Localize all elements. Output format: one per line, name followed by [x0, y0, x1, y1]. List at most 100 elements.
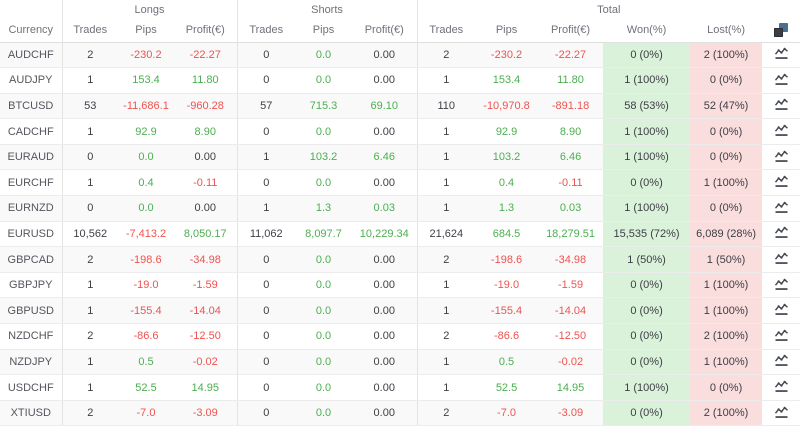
shorts-profit-cell: 10,229.34: [352, 221, 418, 248]
row-chart-button[interactable]: [774, 405, 789, 419]
total-trades-cell: 1: [417, 349, 476, 376]
row-chart-button[interactable]: [774, 277, 789, 291]
shorts-pips-cell: 0.0: [295, 169, 352, 197]
currency-cell: EURUSD: [0, 221, 63, 248]
row-chart-button[interactable]: [774, 251, 789, 265]
column-header-shorts-trades: Trades: [237, 19, 295, 43]
row-chart-button[interactable]: [774, 72, 789, 86]
currency-cell: AUDCHF: [0, 42, 63, 69]
longs-profit-cell: 8.90: [174, 118, 238, 145]
total-profit-cell: -12.50: [538, 323, 604, 350]
line-chart-icon: [774, 252, 788, 264]
longs-profit-cell: -960.28: [174, 93, 238, 120]
total-pips-cell: -10,970.8: [475, 93, 539, 120]
row-chart-button[interactable]: [774, 379, 789, 393]
total-pips-cell: 103.2: [475, 144, 539, 171]
total-trades-cell: 1: [417, 169, 476, 197]
shorts-trades-cell: 1: [237, 144, 295, 171]
lost-cell: 0 (0%): [690, 118, 763, 145]
row-chart-button[interactable]: [774, 46, 789, 60]
table-row: GBPJPY 1 -19.0 -1.59 0 0.0 0.00 1 -19.0 …: [0, 272, 800, 299]
table-row: NZDJPY 1 0.5 -0.02 0 0.0 0.00 1 0.5 -0.0…: [0, 349, 800, 376]
shorts-pips-cell: 0.0: [295, 323, 352, 350]
table-row: AUDJPY 1 153.4 11.80 0 0.0 0.00 1 153.4 …: [0, 67, 800, 94]
total-pips-cell: 52.5: [475, 374, 539, 401]
row-chart-button[interactable]: [774, 302, 789, 316]
table-row: GBPCAD 2 -198.6 -34.98 0 0.0 0.00 2 -198…: [0, 246, 800, 273]
longs-pips-cell: -7,413.2: [118, 221, 174, 248]
line-chart-icon: [774, 99, 788, 111]
shorts-profit-cell: 0.00: [352, 374, 418, 401]
row-chart-button[interactable]: [774, 328, 789, 342]
won-cell: 0 (0%): [603, 42, 691, 69]
shorts-trades-cell: 0: [237, 297, 295, 325]
table-row: GBPUSD 1 -155.4 -14.04 0 0.0 0.00 1 -155…: [0, 297, 800, 325]
shorts-pips-cell: 0.0: [295, 246, 352, 273]
shorts-trades-cell: 0: [237, 400, 295, 427]
won-cell: 0 (0%): [603, 349, 691, 376]
column-header-actions: [762, 19, 800, 43]
table-row: CADCHF 1 92.9 8.90 0 0.0 0.00 1 92.9 8.9…: [0, 118, 800, 145]
longs-trades-cell: 1: [62, 297, 118, 325]
currency-cell: XTIUSD: [0, 400, 63, 427]
won-cell: 0 (0%): [603, 297, 691, 325]
row-actions-cell: [762, 67, 800, 94]
shorts-profit-cell: 0.00: [352, 169, 418, 197]
longs-pips-cell: 0.0: [118, 144, 174, 171]
row-chart-button[interactable]: [774, 225, 789, 239]
copy-layers-icon[interactable]: [774, 23, 789, 38]
line-chart-icon: [774, 47, 788, 60]
currency-cell: EURNZD: [0, 195, 63, 222]
shorts-trades-cell: 0: [237, 323, 295, 350]
shorts-pips-cell: 0.0: [295, 42, 352, 69]
longs-profit-cell: -34.98: [174, 246, 238, 273]
line-chart-icon: [774, 329, 788, 341]
column-header-longs-profit: Profit(€): [174, 19, 238, 43]
line-chart-icon: [774, 124, 788, 136]
longs-profit-cell: 8,050.17: [174, 221, 238, 248]
column-header-lost: Lost(%): [690, 19, 763, 43]
table-row: AUDCHF 2 -230.2 -22.27 0 0.0 0.00 2 -230…: [0, 42, 800, 69]
longs-trades-cell: 10,562: [62, 221, 118, 248]
total-profit-cell: -3.09: [538, 400, 604, 427]
shorts-profit-cell: 0.00: [352, 349, 418, 376]
row-chart-button[interactable]: [774, 97, 789, 111]
total-trades-cell: 1: [417, 67, 476, 94]
total-profit-cell: 11.80: [538, 67, 604, 94]
longs-trades-cell: 1: [62, 349, 118, 376]
shorts-trades-cell: 0: [237, 67, 295, 94]
longs-profit-cell: -12.50: [174, 323, 238, 350]
row-chart-button[interactable]: [774, 200, 789, 214]
row-chart-button[interactable]: [774, 149, 789, 163]
longs-trades-cell: 1: [62, 374, 118, 401]
row-actions-cell: [762, 195, 800, 222]
total-trades-cell: 1: [417, 195, 476, 222]
longs-trades-cell: 1: [62, 169, 118, 197]
row-actions-cell: [762, 42, 800, 69]
lost-cell: 1 (100%): [690, 349, 763, 376]
longs-trades-cell: 0: [62, 195, 118, 222]
shorts-profit-cell: 0.00: [352, 272, 418, 299]
row-chart-button[interactable]: [774, 353, 789, 367]
row-chart-button[interactable]: [774, 174, 789, 188]
total-pips-cell: 92.9: [475, 118, 539, 145]
line-chart-icon: [774, 150, 788, 162]
lost-cell: 2 (100%): [690, 42, 763, 69]
total-profit-cell: -0.11: [538, 169, 604, 197]
total-pips-cell: -86.6: [475, 323, 539, 350]
shorts-pips-cell: 0.0: [295, 374, 352, 401]
shorts-pips-cell: 0.0: [295, 297, 352, 325]
currency-cell: AUDJPY: [0, 67, 63, 94]
shorts-trades-cell: 0: [237, 169, 295, 197]
row-actions-cell: [762, 323, 800, 350]
row-chart-button[interactable]: [774, 123, 789, 137]
currency-cell: NZDJPY: [0, 349, 63, 376]
lost-cell: 0 (0%): [690, 374, 763, 401]
line-chart-icon: [774, 73, 788, 85]
longs-pips-cell: -198.6: [118, 246, 174, 273]
table-row: EURUSD 10,562 -7,413.2 8,050.17 11,062 8…: [0, 221, 800, 248]
line-chart-icon: [774, 278, 788, 290]
total-profit-cell: 6.46: [538, 144, 604, 171]
longs-profit-cell: 11.80: [174, 67, 238, 94]
